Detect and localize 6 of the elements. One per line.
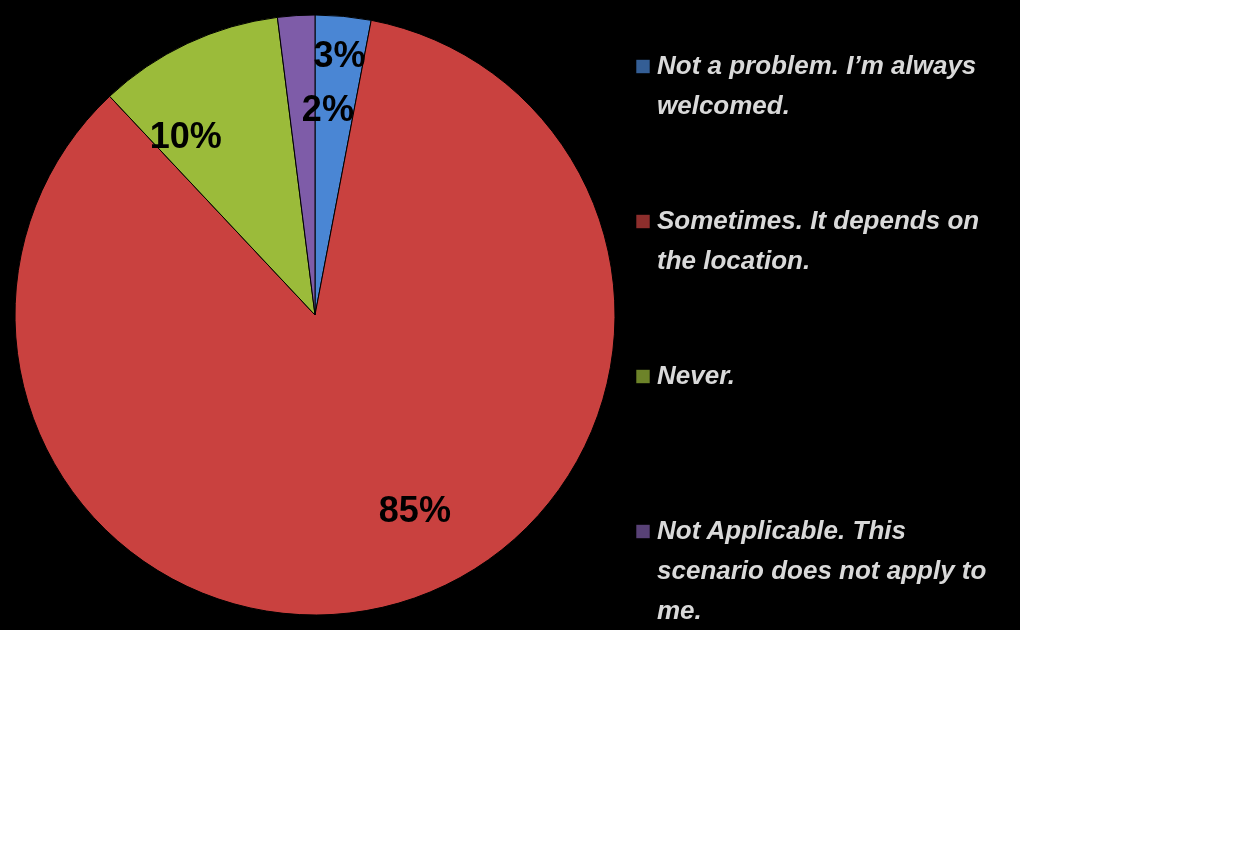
legend-label: Never.: [657, 359, 736, 390]
legend-label: Sometimes. It depends on the location.: [657, 204, 980, 275]
legend-label: Not a problem. I’m always welcomed.: [657, 49, 977, 120]
data-label: 85%: [378, 489, 451, 531]
legend-label: Not Applicable. This scenario does not apply to me.: [657, 514, 987, 625]
data-label: 10%: [149, 115, 222, 157]
